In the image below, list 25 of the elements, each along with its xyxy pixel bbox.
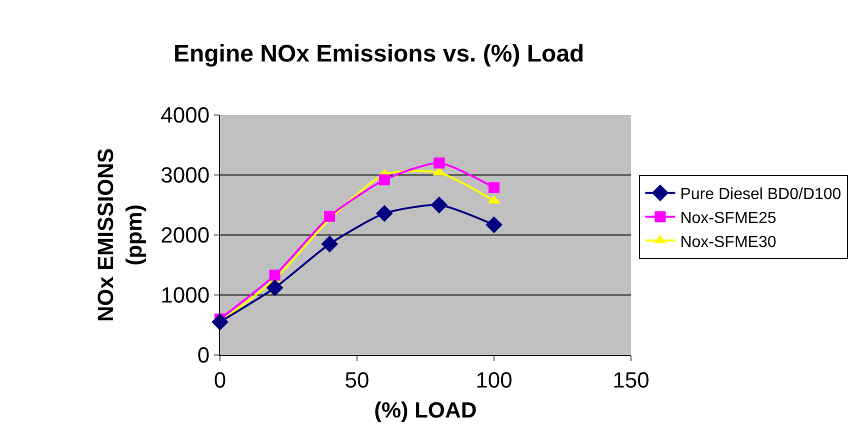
legend-label: Pure Diesel BD0/D100 bbox=[680, 186, 842, 204]
x-tick-label: 50 bbox=[344, 367, 370, 392]
chart-title: Engine NOx Emissions vs. (%) Load bbox=[173, 40, 584, 68]
point bbox=[430, 196, 448, 214]
y-axis-title: NOx EMISSIONS (ppm) bbox=[92, 148, 146, 322]
point bbox=[376, 204, 393, 222]
point bbox=[324, 210, 336, 222]
point bbox=[434, 158, 445, 168]
y-tick-label: 1000 bbox=[160, 282, 210, 308]
y-tick-label: 2000 bbox=[160, 222, 210, 248]
x-tick-label: 150 bbox=[612, 367, 650, 392]
x-axis-title: (%) LOAD bbox=[374, 397, 477, 422]
x-tick-label: 0 bbox=[214, 367, 226, 392]
point bbox=[269, 270, 280, 281]
y-tick-label: 4000 bbox=[160, 102, 210, 128]
x-tick-label: 100 bbox=[476, 367, 512, 392]
point bbox=[321, 236, 338, 252]
legend-label: Nox-SFME30 bbox=[680, 234, 776, 251]
legend-label: Nox-SFME25 bbox=[680, 210, 776, 227]
y-tick-label: 0 bbox=[197, 342, 210, 368]
point bbox=[488, 182, 500, 194]
point bbox=[486, 216, 502, 234]
point bbox=[266, 279, 284, 296]
point bbox=[378, 174, 390, 186]
y-tick-label: 3000 bbox=[160, 162, 210, 188]
